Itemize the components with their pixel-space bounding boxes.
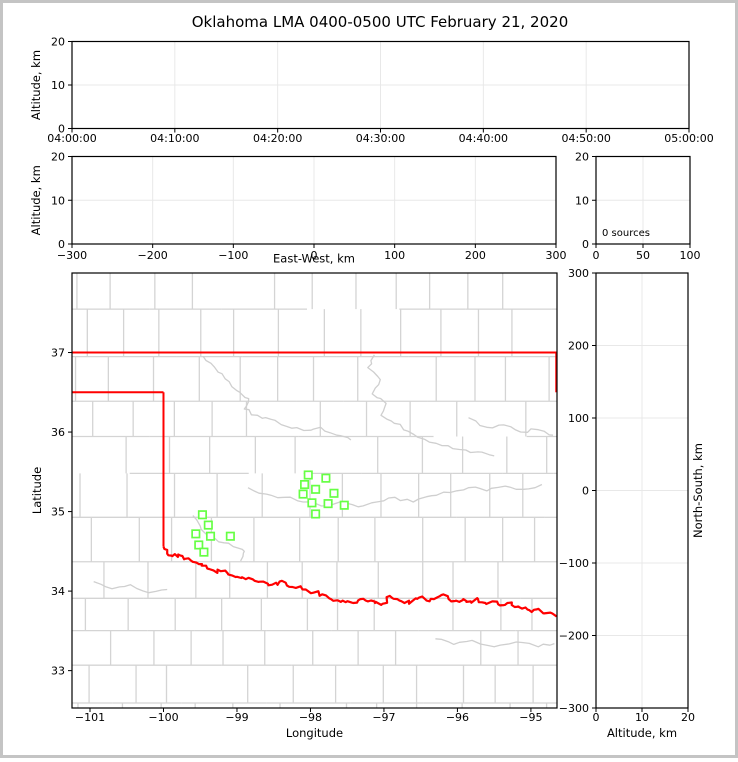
x-tick-label: 300 [546, 249, 567, 262]
x-axis-label: Altitude, km [607, 726, 677, 740]
station-marker [303, 470, 313, 480]
sources-annotation: 0 sources [602, 228, 650, 239]
x-tick-label: −200 [138, 249, 168, 262]
y-tick-label: −300 [559, 702, 589, 715]
station-marker [197, 510, 207, 520]
lma-stations [191, 470, 349, 557]
y-tick-label: 37 [51, 347, 65, 360]
x-tick-label: 04:00:00 [47, 132, 96, 145]
x-tick-label: −101 [75, 711, 105, 724]
y-tick-label: 200 [568, 340, 589, 353]
station-marker [205, 531, 216, 541]
station-marker [311, 484, 321, 494]
x-axis-label: Longitude [286, 726, 343, 740]
y-tick-label: 10 [575, 194, 589, 207]
y-axis-label: Altitude, km [29, 50, 43, 120]
y-tick-label: −100 [559, 557, 589, 570]
gray-river-line [247, 483, 543, 508]
x-tick-label: 100 [680, 249, 701, 262]
y-tick-label: 0 [58, 123, 65, 136]
y-tick-label: 0 [582, 485, 589, 498]
axes-ew-height: −300 −200 −100 0 100 200 300 0 10 20 East-West, km… [29, 151, 567, 266]
gray-river-line [435, 638, 555, 648]
y-tick-label: −200 [559, 630, 589, 643]
y-tick-label: 34 [51, 585, 65, 598]
x-tick-label: 04:30:00 [356, 132, 405, 145]
y-tick-label: 0 [58, 238, 65, 251]
x-tick-label: −98 [299, 711, 322, 724]
gray-river-line [367, 354, 495, 457]
panel-ew-height [72, 156, 556, 244]
y-axis-label: Altitude, km [29, 165, 43, 235]
station-marker [323, 499, 333, 509]
y-axis-label: Latitude [30, 467, 44, 514]
x-tick-label: 50 [636, 249, 650, 262]
x-tick-label: 04:10:00 [150, 132, 199, 145]
y-tick-label: 10 [51, 194, 65, 207]
x-tick-label: 10 [635, 711, 649, 724]
x-tick-label: 05:00:00 [664, 132, 713, 145]
station-marker [307, 498, 317, 508]
gray-river-line [93, 580, 168, 594]
axes-ns-height: 0 10 20 −300 −200 −100 0 100 200 300 Altitude, km N… [559, 267, 705, 740]
x-tick-label: −95 [519, 711, 542, 724]
x-tick-label: 0 [593, 711, 600, 724]
y-tick-label: 20 [51, 151, 65, 164]
x-tick-label: 0 [593, 249, 600, 262]
red-river-line [162, 546, 557, 618]
station-marker [339, 500, 349, 510]
panel-alt-hist [596, 156, 690, 244]
x-axis-label: East-West, km [273, 252, 355, 266]
station-marker [298, 489, 308, 499]
x-tick-label: 100 [384, 249, 405, 262]
x-tick-label: 04:20:00 [253, 132, 302, 145]
station-marker [203, 520, 213, 530]
y-tick-label: 35 [51, 506, 65, 519]
y-tick-label: 300 [568, 267, 589, 280]
station-marker [321, 473, 331, 483]
x-tick-label: −99 [225, 711, 248, 724]
x-tick-label: −97 [372, 711, 395, 724]
x-tick-label: −300 [57, 249, 87, 262]
station-marker [199, 547, 209, 557]
x-tick-label: −100 [148, 711, 178, 724]
gray-river-line [202, 356, 352, 441]
x-tick-label: 200 [465, 249, 486, 262]
figure-title: Oklahoma LMA 0400-0500 UTC February 21, … [192, 13, 569, 31]
station-marker [194, 540, 204, 550]
station-marker [300, 479, 310, 490]
x-tick-label: 04:50:00 [561, 132, 610, 145]
station-marker [191, 529, 201, 539]
gray-river-line [192, 515, 245, 562]
y-tick-label: 20 [51, 36, 65, 49]
x-tick-label: −100 [218, 249, 248, 262]
y-tick-label: 10 [51, 79, 65, 92]
station-marker [311, 509, 321, 519]
map-content [72, 273, 557, 708]
y-tick-label: 20 [575, 151, 589, 164]
axes-map: −101 −100 −99 −98 −97 −96 −95 33 34 35 36 37 Longitu… [30, 272, 558, 740]
y-tick-label: 36 [51, 426, 65, 439]
x-tick-label: 0 [311, 249, 318, 262]
y-tick-label: 0 [582, 238, 589, 251]
x-tick-label: −96 [446, 711, 469, 724]
station-marker [329, 488, 339, 498]
panel-time-height [72, 41, 689, 129]
station-marker [225, 531, 235, 541]
axes-time-height: 04:00:00 04:10:00 04:20:00 04:30:00 04:40:00… [29, 36, 714, 146]
x-tick-label: 20 [681, 711, 695, 724]
y-axis-label: North-South, km [691, 443, 705, 538]
county-boundaries [72, 273, 557, 708]
panel-frame [71, 272, 558, 709]
x-tick-label: 04:40:00 [459, 132, 508, 145]
gray-river-line [468, 417, 554, 436]
y-tick-label: 100 [568, 412, 589, 425]
panel-ns-height [596, 273, 688, 708]
axes-alt-hist: 0 50 100 0 10 20 0 sources [575, 151, 701, 263]
y-tick-label: 33 [51, 665, 65, 678]
